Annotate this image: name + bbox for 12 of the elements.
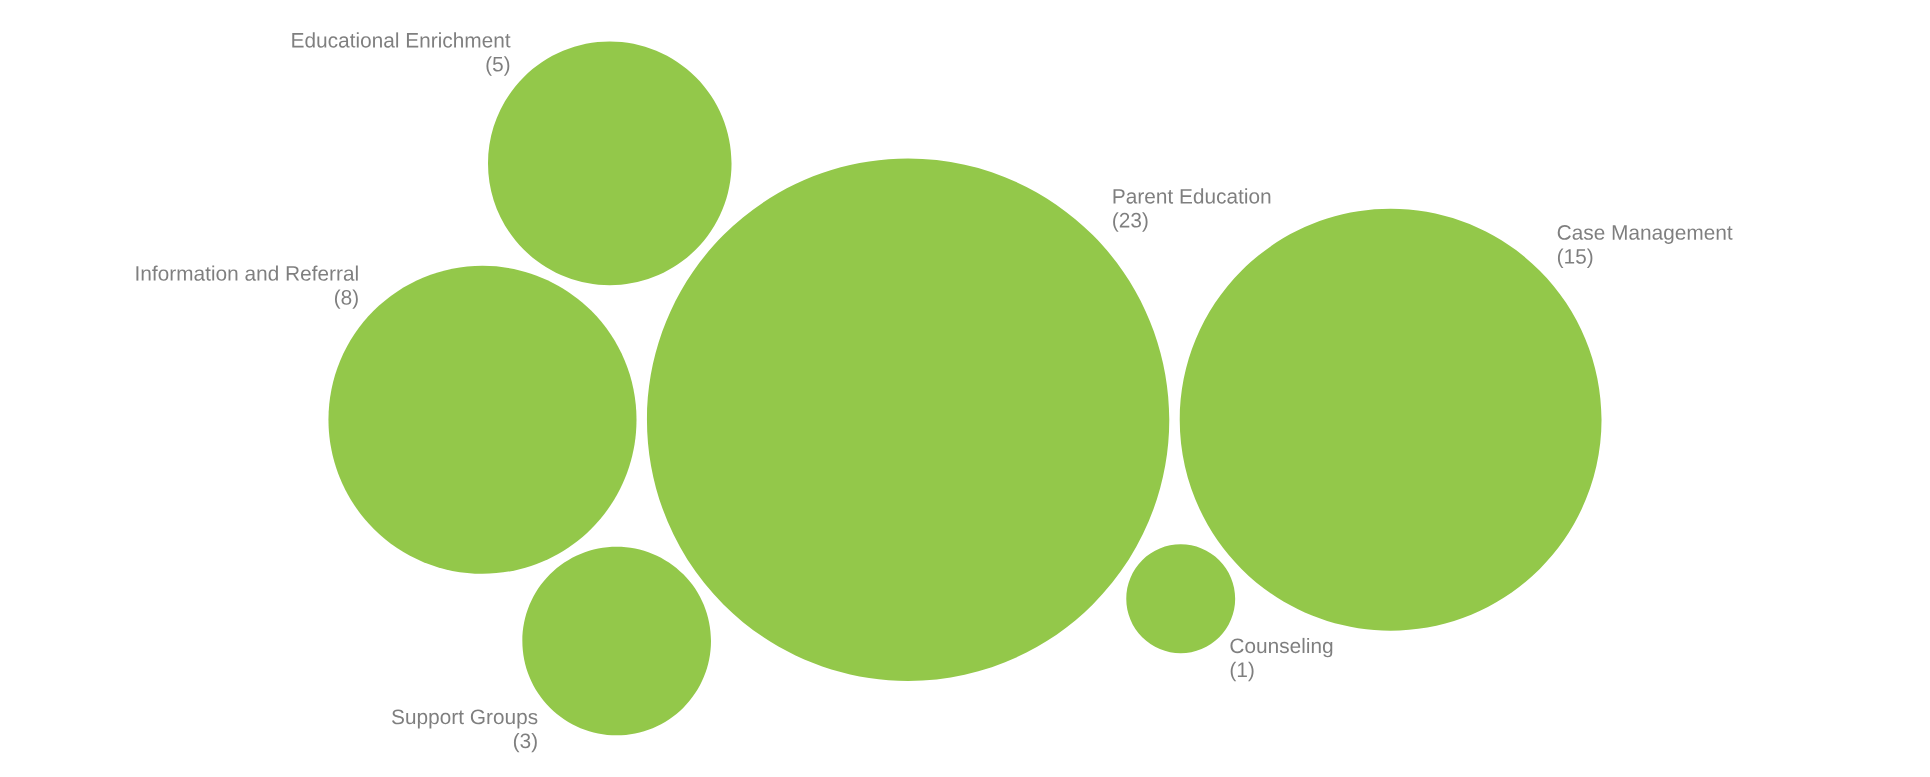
category-label: Counseling [1230, 637, 1333, 658]
category-label: Parent Education [1113, 188, 1271, 204]
category-label: Support Groups [391, 709, 538, 729]
category-label: Case Management [1557, 225, 1733, 244]
data-label: (8) [334, 289, 358, 309]
data-label: (1) [1230, 661, 1254, 682]
data-label: (15) [1557, 248, 1593, 268]
data-label: (3) [513, 732, 537, 753]
category-label: Information and Referral [136, 265, 358, 281]
data-label: (5) [486, 56, 510, 76]
category-label: Educational Enrichment [292, 32, 511, 48]
data-label: (23) [1113, 212, 1148, 232]
